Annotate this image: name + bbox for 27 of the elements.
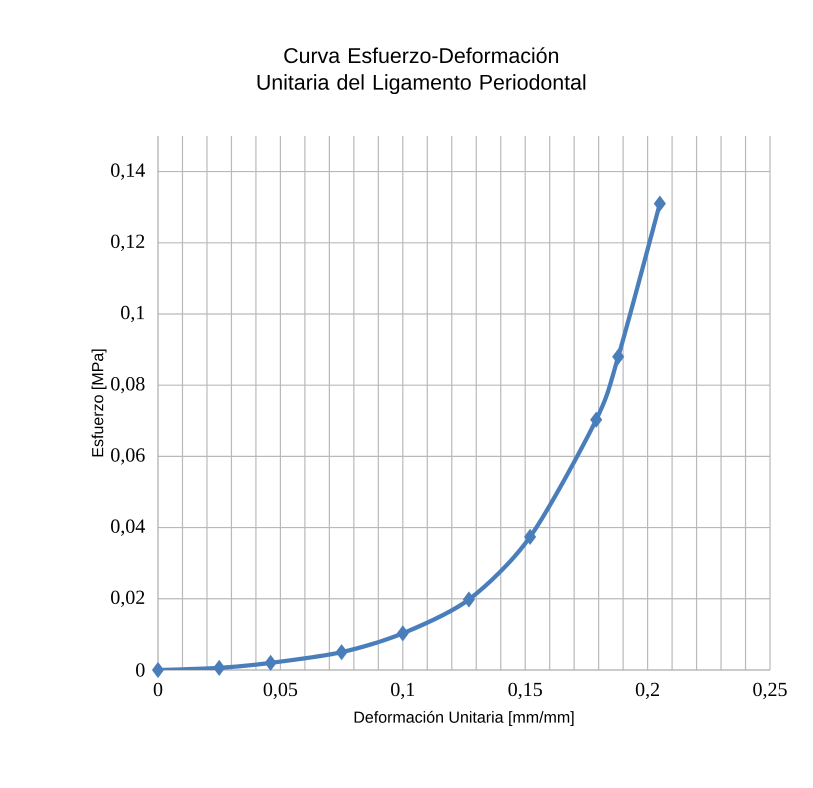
point	[590, 412, 602, 428]
point	[462, 591, 475, 608]
point	[336, 644, 348, 660]
point	[396, 625, 409, 642]
x-tick-label: 0,25	[753, 682, 787, 700]
x-tick-label: 0,15	[508, 682, 542, 700]
y-tick-label: 0,1	[121, 306, 144, 322]
y-tick-label: 0,08	[111, 377, 145, 394]
point	[264, 654, 277, 671]
y-tick-label: 0,04	[111, 519, 145, 536]
point	[654, 196, 666, 212]
point	[524, 528, 536, 545]
x-tick-label: 0,2	[636, 682, 659, 700]
point	[152, 662, 164, 678]
point	[213, 660, 226, 676]
x-axis-title: Deformación Unitaria [mm/mm]	[354, 710, 574, 726]
point	[612, 348, 624, 365]
x-tick-label: 0,05	[264, 682, 298, 700]
x-tick-label: 0,1	[391, 682, 414, 700]
x-tick-label: 0	[154, 682, 162, 696]
y-tick-label: 0	[136, 663, 145, 677]
y-axis-title: Esfuerzo [MPa]	[92, 349, 106, 456]
y-tick-label: 0,06	[111, 448, 145, 465]
y-tick-label: 0,14	[111, 163, 145, 180]
y-tick-label: 0,12	[111, 234, 144, 251]
chart-title: Curva Esfuerzo-Deformación Unitaria del Ligamento Periodontal	[258, 47, 586, 94]
y-tick-label: 0,02	[111, 590, 144, 607]
